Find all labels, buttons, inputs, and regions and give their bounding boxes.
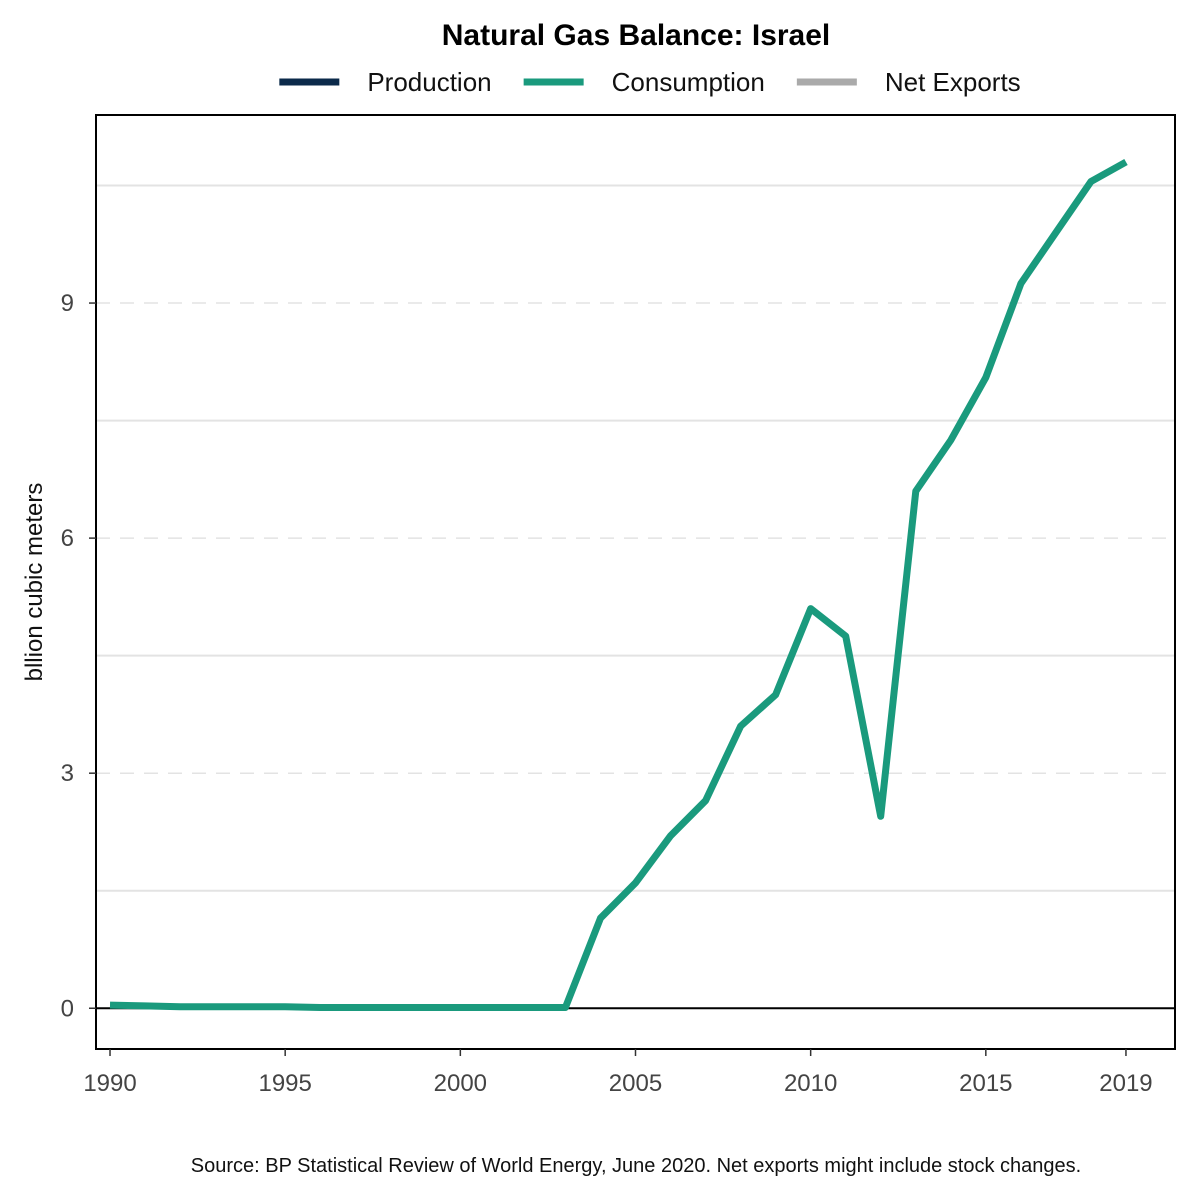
x-tick-label-6: 2019 [1099, 1070, 1152, 1097]
legend-item-production: Production [279, 67, 492, 97]
legend-label-production: Production [367, 67, 491, 97]
series-line-consumption [109, 158, 1128, 1011]
gridlines [96, 184, 1175, 892]
x-tick-label-5: 2015 [959, 1070, 1012, 1097]
y-axis-title: bllion cubic meters [21, 483, 48, 682]
y-tick-label-2: 6 [61, 525, 74, 552]
legend-label-net-exports: Net Exports [885, 67, 1021, 97]
legend-item-consumption: Consumption [523, 67, 765, 97]
x-axis: 1990 1995 2000 2005 2010 2015 2019 [83, 1049, 1153, 1097]
chart-title: Natural Gas Balance: Israel [442, 19, 831, 52]
legend-item-net-exports: Net Exports [796, 67, 1021, 97]
y-axis: 0 3 6 9 [61, 290, 96, 1022]
y-tick-label-0: 0 [61, 995, 74, 1022]
legend-label-consumption: Consumption [612, 67, 765, 97]
x-tick-label-1: 1995 [258, 1070, 311, 1097]
y-tick-label-1: 3 [61, 760, 74, 787]
source-note: Source: BP Statistical Review of World E… [191, 1155, 1081, 1177]
x-tick-label-0: 1990 [83, 1070, 136, 1097]
legend: Production Consumption Net Exports [279, 67, 1021, 97]
x-tick-label-4: 2010 [784, 1070, 837, 1097]
plot-frame [95, 114, 1176, 1050]
x-tick-label-3: 2005 [609, 1070, 662, 1097]
y-tick-label-3: 9 [61, 290, 74, 317]
series-group [109, 158, 1128, 1011]
x-tick-label-2: 2000 [434, 1070, 487, 1097]
